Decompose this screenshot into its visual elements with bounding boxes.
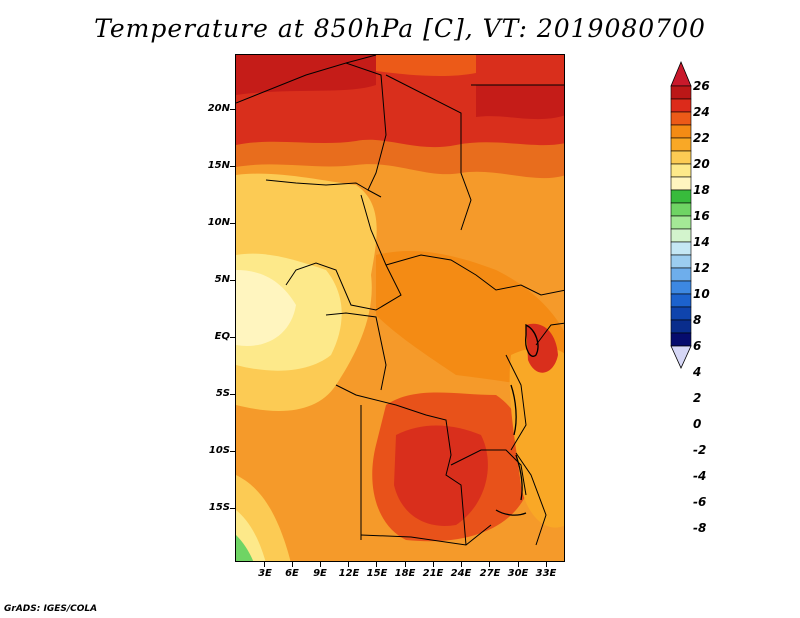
colorbar-swatch: [670, 189, 692, 204]
colorbar-swatch: [670, 98, 692, 113]
colorbar-swatch: [670, 319, 692, 334]
lon-label: 15E: [366, 568, 388, 579]
lon-label: 21E: [422, 568, 444, 579]
lon-tick: [489, 562, 490, 567]
lon-tick: [461, 562, 462, 567]
lon-label: 33E: [535, 568, 557, 579]
lat-tick: [230, 451, 235, 452]
grads-credit: GrADS: IGES/COLA: [4, 604, 98, 614]
colorbar-label: 8: [693, 313, 702, 327]
colorbar-over-triangle: [670, 60, 692, 87]
colorbar-label: 2: [693, 391, 702, 405]
lat-label: 5S: [215, 388, 230, 399]
colorbar-swatch: [670, 202, 692, 217]
colorbar-label: -6: [693, 495, 707, 509]
map-canvas: [236, 55, 564, 561]
colorbar-swatch: [670, 332, 692, 347]
temperature-map: [235, 54, 565, 562]
lon-label: 12E: [338, 568, 360, 579]
lon-tick: [376, 562, 377, 567]
colorbar-swatch: [670, 150, 692, 165]
colorbar-swatch: [670, 228, 692, 243]
lat-tick: [230, 508, 235, 509]
colorbar-label: -4: [693, 469, 707, 483]
colorbar-label: 16: [693, 209, 710, 223]
lat-label: 20N: [207, 103, 230, 114]
field-east-hot: [526, 323, 558, 373]
colorbar-swatches: [670, 60, 692, 369]
colorbar-label: 4: [693, 365, 702, 379]
colorbar-swatch: [670, 163, 692, 178]
colorbar-swatch: [670, 137, 692, 152]
lon-tick: [348, 562, 349, 567]
lat-label: 10S: [208, 445, 230, 456]
colorbar-swatch: [670, 241, 692, 256]
field-patch-north: [376, 55, 476, 77]
colorbar-swatch: [670, 306, 692, 321]
lon-tick: [292, 562, 293, 567]
colorbar-label: 22: [693, 131, 710, 145]
lat-tick: [230, 166, 235, 167]
lon-tick: [405, 562, 406, 567]
lon-label: 18E: [394, 568, 416, 579]
lon-tick: [546, 562, 547, 567]
lakes: [495, 323, 539, 516]
map-title: Temperature at 850hPa [C], VT: 201908070…: [94, 14, 706, 43]
colorbar-label: 24: [693, 105, 710, 119]
colorbar-swatch: [670, 85, 692, 100]
colorbar-label: 6: [693, 339, 702, 353]
lat-tick: [230, 394, 235, 395]
colorbar-swatch: [670, 254, 692, 269]
lon-label: 3E: [258, 568, 272, 579]
colorbar-label: 14: [693, 235, 710, 249]
field-hottest-south: [394, 425, 488, 526]
colorbar-under-triangle: [670, 345, 692, 369]
colorbar-label: 26: [693, 79, 710, 93]
field-east-highlands: [509, 347, 564, 528]
lat-label: EQ: [214, 331, 230, 342]
lon-tick: [320, 562, 321, 567]
lat-label: 10N: [207, 217, 230, 228]
field-core-northeast: [476, 85, 564, 120]
field-coolest-coast: [236, 270, 296, 346]
lat-tick: [230, 280, 235, 281]
lat-tick: [230, 109, 235, 110]
lon-tick: [264, 562, 265, 567]
colorbar-label: 20: [693, 157, 710, 171]
colorbar-label: -2: [693, 443, 707, 457]
colorbar-swatch: [670, 215, 692, 230]
lat-label: 15N: [207, 160, 230, 171]
lon-tick: [518, 562, 519, 567]
lon-label: 9E: [313, 568, 327, 579]
colorbar-swatch: [670, 176, 692, 191]
colorbar-label: -8: [693, 521, 707, 535]
lon-label: 30E: [507, 568, 529, 579]
lat-tick: [230, 337, 235, 338]
country-borders: [236, 55, 564, 546]
lon-label: 27E: [479, 568, 501, 579]
colorbar-label: 18: [693, 183, 710, 197]
lat-label: 15S: [208, 502, 230, 513]
lat-tick: [230, 223, 235, 224]
lat-label: 5N: [214, 274, 230, 285]
colorbar-swatch: [670, 124, 692, 139]
colorbar-label: 10: [693, 287, 710, 301]
colorbar-swatch: [670, 267, 692, 282]
colorbar-swatch: [670, 111, 692, 126]
colorbar-label: 12: [693, 261, 710, 275]
lon-label: 24E: [450, 568, 472, 579]
field-southwest-cold: [236, 535, 254, 561]
lon-tick: [433, 562, 434, 567]
colorbar-swatch: [670, 293, 692, 308]
lon-label: 6E: [285, 568, 299, 579]
colorbar-label: 0: [693, 417, 702, 431]
colorbar-swatch: [670, 280, 692, 295]
